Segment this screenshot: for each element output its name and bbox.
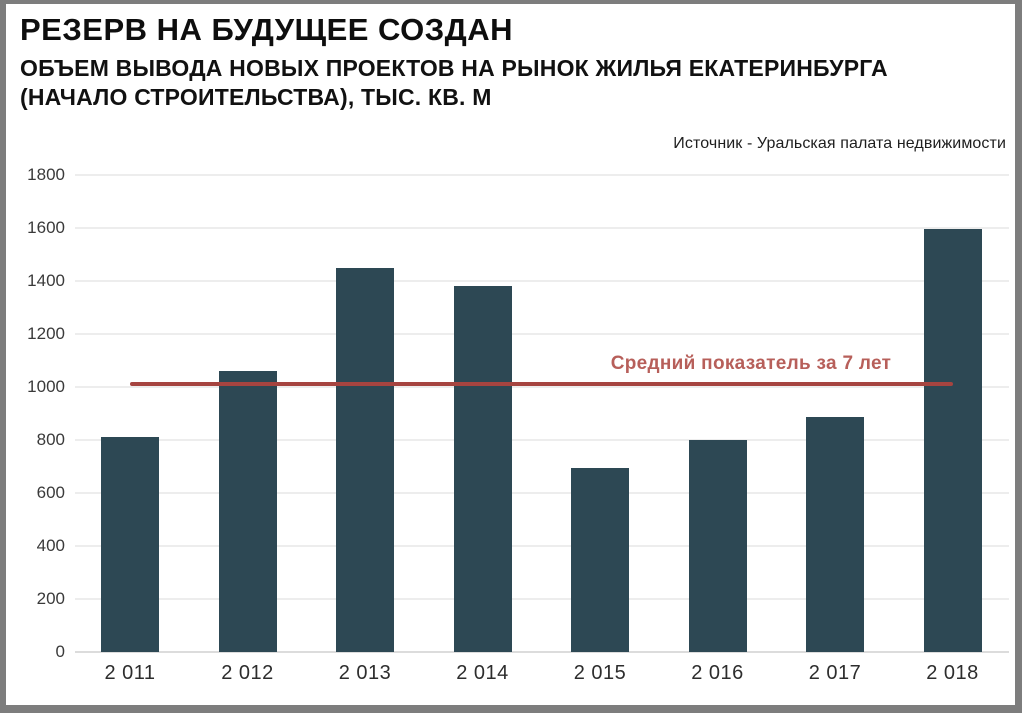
gridline xyxy=(75,386,1009,388)
x-axis-labels: 2 011 2 012 2 013 2 014 2 015 2 016 2 017 2 018 xyxy=(75,662,1009,688)
x-tick-label: 2 014 xyxy=(456,662,509,684)
average-line-label: Средний показатель за 7 лет xyxy=(610,352,892,374)
y-tick-label: 200 xyxy=(36,589,65,608)
chart-canvas: РЕЗЕРВ НА БУДУЩЕЕ СОЗДАН ОБЪЕМ ВЫВОДА НО… xyxy=(6,4,1015,705)
gridline xyxy=(75,492,1009,494)
gridline xyxy=(75,598,1009,600)
chart-header: РЕЗЕРВ НА БУДУЩЕЕ СОЗДАН ОБЪЕМ ВЫВОДА НО… xyxy=(20,12,980,112)
gridline xyxy=(75,280,1009,282)
gridline xyxy=(75,174,1009,176)
bar-2016 xyxy=(688,440,747,652)
gridline xyxy=(75,545,1009,547)
bar-2014 xyxy=(453,286,512,652)
page-title: РЕЗЕРВ НА БУДУЩЕЕ СОЗДАН xyxy=(20,12,514,47)
y-tick-label: 0 xyxy=(55,642,65,661)
subtitle-line1: ОБЪЕМ ВЫВОДА НОВЫХ ПРОЕКТОВ НА РЫНОК ЖИЛ… xyxy=(20,55,888,81)
y-tick-label: 400 xyxy=(36,536,65,555)
bar-2011 xyxy=(101,437,159,652)
bar-2012 xyxy=(218,371,277,652)
x-tick-label: 2 018 xyxy=(926,662,979,684)
y-tick-label: 800 xyxy=(36,430,65,449)
gridline xyxy=(75,651,1009,653)
gridline xyxy=(75,333,1009,335)
subtitle-line2: (НАЧАЛО СТРОИТЕЛЬСТВА), ТЫС. КВ. М xyxy=(20,84,492,110)
average-line xyxy=(130,381,953,386)
x-tick-label: 2 015 xyxy=(573,662,627,684)
x-tick-label: 2 016 xyxy=(691,662,744,684)
x-tick-label: 2 011 xyxy=(104,662,156,684)
plot-area: Средний показатель за 7 лет xyxy=(75,174,1009,653)
y-tick-label: 1200 xyxy=(27,324,65,343)
source-caption: Источник - Уральская палата недвижимости xyxy=(673,135,1006,152)
x-tick-label: 2 012 xyxy=(221,662,274,684)
bar-2015 xyxy=(571,467,629,652)
y-tick-label: 1600 xyxy=(27,218,65,237)
y-tick-label: 1400 xyxy=(27,271,65,290)
y-tick-label: 600 xyxy=(36,483,65,502)
gridline xyxy=(75,227,1009,229)
y-tick-label: 1800 xyxy=(27,165,65,184)
x-tick-label: 2 017 xyxy=(808,662,862,684)
gridline xyxy=(75,439,1009,441)
bar-2018 xyxy=(923,229,982,652)
x-tick-label: 2 013 xyxy=(338,662,392,684)
bar-2013 xyxy=(336,267,394,652)
y-tick-label: 1000 xyxy=(27,377,65,396)
y-axis-labels: 1800 1600 1400 1200 1000 800 600 400 200 0 xyxy=(6,165,65,661)
bar-2017 xyxy=(806,417,864,652)
